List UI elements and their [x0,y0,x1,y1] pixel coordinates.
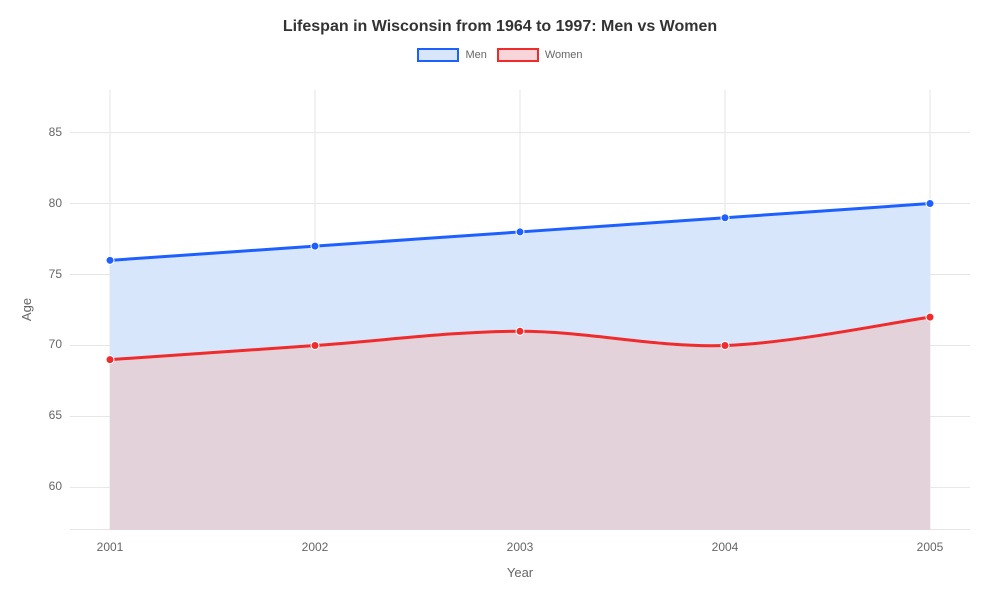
legend-swatch-women [497,48,539,62]
marker-men [311,242,319,250]
legend-label-men: Men [465,49,486,61]
legend: Men Women [0,48,1000,62]
x-tick-label: 2002 [285,540,345,554]
marker-men [516,228,524,236]
marker-women [106,356,114,364]
legend-swatch-men [417,48,459,62]
y-axis-label: Age [19,298,34,321]
chart-title: Lifespan in Wisconsin from 1964 to 1997:… [0,0,1000,36]
x-tick-label: 2004 [695,540,755,554]
plot-area [70,90,970,530]
legend-item-women: Women [497,48,583,62]
y-tick-label: 85 [22,125,62,139]
marker-women [721,341,729,349]
legend-item-men: Men [417,48,486,62]
marker-women [516,327,524,335]
legend-label-women: Women [545,49,583,61]
marker-women [926,313,934,321]
x-tick-label: 2005 [900,540,960,554]
marker-men [926,200,934,208]
y-tick-label: 80 [22,196,62,210]
y-tick-label: 60 [22,479,62,493]
marker-women [311,341,319,349]
y-tick-label: 65 [22,408,62,422]
marker-men [721,214,729,222]
x-tick-label: 2001 [80,540,140,554]
x-tick-label: 2003 [490,540,550,554]
marker-men [106,256,114,264]
y-tick-label: 75 [22,267,62,281]
x-axis-label: Year [490,565,550,580]
y-tick-label: 70 [22,337,62,351]
